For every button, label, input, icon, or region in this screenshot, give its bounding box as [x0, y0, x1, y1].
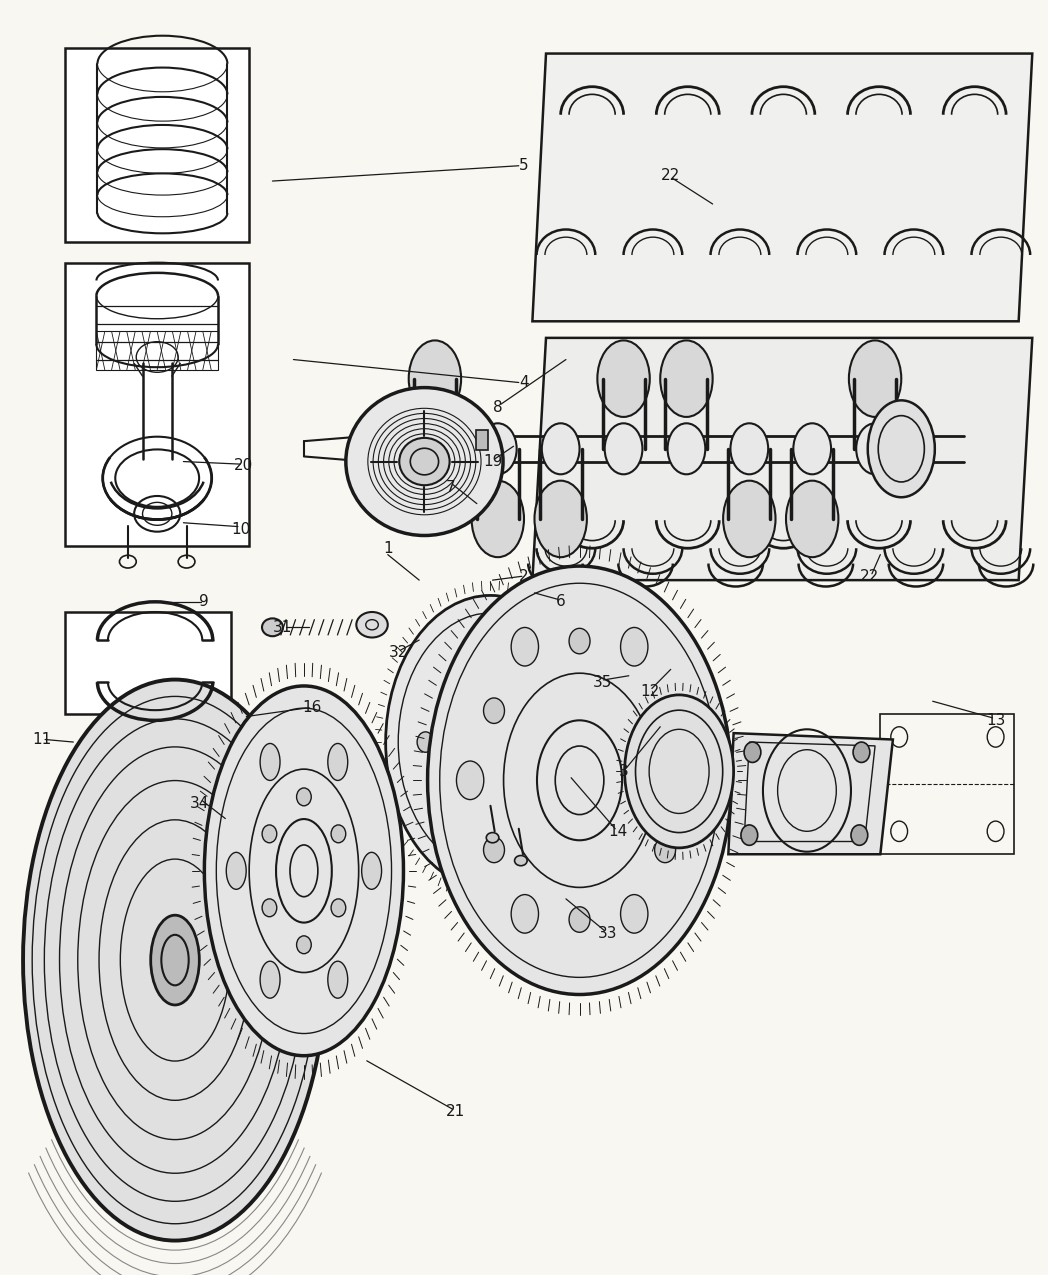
Ellipse shape	[399, 437, 450, 486]
Text: 31: 31	[274, 620, 292, 635]
Ellipse shape	[786, 481, 838, 557]
Text: 21: 21	[446, 1104, 465, 1119]
Text: 1: 1	[383, 541, 393, 556]
Ellipse shape	[534, 481, 587, 557]
Ellipse shape	[457, 761, 484, 799]
Ellipse shape	[416, 423, 454, 474]
Text: 5: 5	[519, 158, 529, 173]
Bar	[476, 430, 488, 450]
Circle shape	[744, 742, 761, 762]
Circle shape	[483, 697, 504, 723]
Text: 9: 9	[199, 594, 210, 609]
Ellipse shape	[511, 895, 539, 933]
Circle shape	[547, 732, 564, 752]
Ellipse shape	[542, 423, 580, 474]
Circle shape	[331, 899, 346, 917]
Ellipse shape	[204, 686, 403, 1056]
Circle shape	[262, 825, 277, 843]
Text: 10: 10	[232, 521, 250, 537]
Ellipse shape	[668, 423, 705, 474]
Polygon shape	[728, 733, 893, 854]
Circle shape	[482, 822, 499, 843]
Text: 33: 33	[598, 926, 617, 941]
Ellipse shape	[362, 852, 381, 890]
Ellipse shape	[605, 423, 642, 474]
Circle shape	[851, 825, 868, 845]
Ellipse shape	[511, 627, 539, 666]
Ellipse shape	[386, 595, 595, 889]
Ellipse shape	[260, 961, 280, 998]
Circle shape	[853, 742, 870, 762]
Ellipse shape	[620, 627, 648, 666]
Text: 4: 4	[519, 375, 529, 390]
Text: 3: 3	[618, 764, 629, 779]
Text: 19: 19	[483, 454, 502, 469]
Ellipse shape	[346, 388, 503, 536]
Ellipse shape	[226, 852, 246, 890]
Bar	[65, 48, 249, 242]
Ellipse shape	[723, 481, 776, 557]
Ellipse shape	[262, 618, 283, 636]
Text: 2: 2	[519, 569, 529, 584]
Circle shape	[655, 697, 676, 723]
Circle shape	[297, 788, 311, 806]
Ellipse shape	[793, 423, 831, 474]
Ellipse shape	[515, 856, 527, 866]
Ellipse shape	[479, 423, 517, 474]
Text: 14: 14	[609, 824, 628, 839]
Text: 16: 16	[303, 700, 322, 715]
Ellipse shape	[597, 340, 650, 417]
Circle shape	[331, 825, 346, 843]
Text: 11: 11	[32, 732, 51, 747]
Ellipse shape	[675, 761, 702, 799]
Ellipse shape	[409, 340, 461, 417]
Text: 35: 35	[593, 674, 612, 690]
Text: 8: 8	[493, 400, 503, 416]
Ellipse shape	[660, 340, 713, 417]
Ellipse shape	[868, 400, 935, 497]
Text: 12: 12	[640, 683, 659, 699]
Circle shape	[569, 907, 590, 932]
Circle shape	[569, 629, 590, 654]
Ellipse shape	[856, 423, 894, 474]
Text: 7: 7	[445, 479, 456, 495]
Polygon shape	[532, 338, 1032, 580]
Circle shape	[482, 641, 499, 662]
Ellipse shape	[151, 915, 199, 1005]
Circle shape	[483, 838, 504, 863]
Ellipse shape	[260, 743, 280, 780]
Text: 32: 32	[389, 645, 408, 660]
Text: 13: 13	[986, 713, 1005, 728]
Circle shape	[741, 825, 758, 845]
Ellipse shape	[849, 340, 901, 417]
Circle shape	[417, 732, 434, 752]
Ellipse shape	[328, 743, 348, 780]
Ellipse shape	[23, 680, 327, 1241]
Circle shape	[297, 936, 311, 954]
Bar	[65, 612, 231, 714]
Circle shape	[262, 899, 277, 917]
Ellipse shape	[625, 695, 734, 848]
Ellipse shape	[620, 895, 648, 933]
Ellipse shape	[472, 481, 524, 557]
Text: 34: 34	[190, 796, 209, 811]
Text: 6: 6	[555, 594, 566, 609]
Circle shape	[655, 838, 676, 863]
Ellipse shape	[428, 566, 732, 994]
Ellipse shape	[356, 612, 388, 638]
Text: 22: 22	[860, 569, 879, 584]
Ellipse shape	[486, 833, 499, 843]
Bar	[65, 263, 249, 546]
Ellipse shape	[328, 961, 348, 998]
Text: 22: 22	[661, 168, 680, 184]
Ellipse shape	[730, 423, 768, 474]
Text: 20: 20	[234, 458, 253, 473]
Bar	[96, 332, 218, 370]
Polygon shape	[532, 54, 1032, 321]
